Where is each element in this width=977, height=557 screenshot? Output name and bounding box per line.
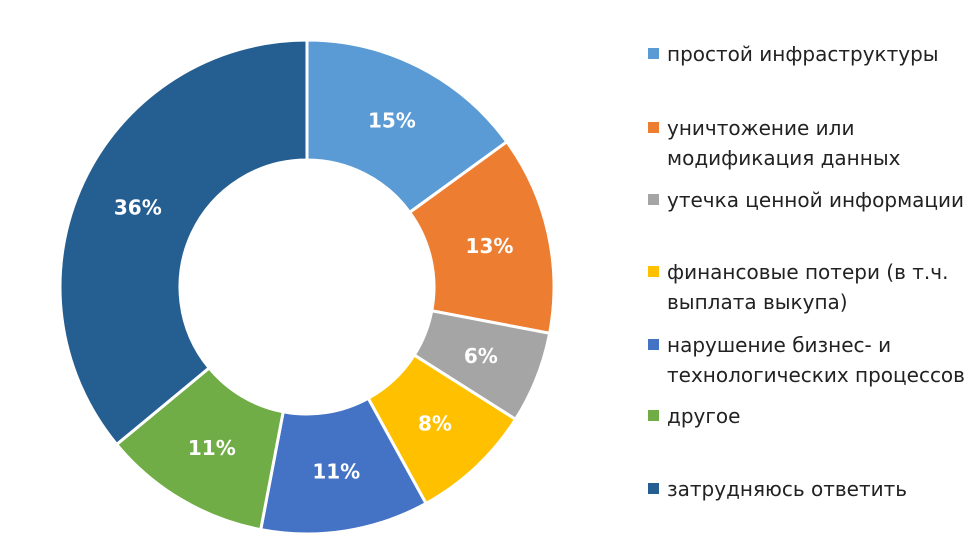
legend-label: финансовые потери (в т.ч. выплата выкупа… (667, 260, 949, 314)
slice-7 (58, 38, 309, 447)
slice-label-7: 36% (114, 195, 162, 219)
legend-item-4: финансовые потери (в т.ч. выплата выкупа… (648, 257, 973, 317)
slice-label-2: 13% (466, 234, 514, 258)
legend-label: уничтожение или модификация данных (667, 116, 901, 170)
legend-label: затрудняюсь ответить (667, 477, 908, 501)
legend-swatch (648, 194, 659, 205)
legend-swatch (648, 339, 659, 350)
legend-label: простой инфраструктуры (667, 42, 939, 66)
legend-item-5: нарушение бизнес- и технологических проц… (648, 330, 973, 390)
legend-label: утечка ценной информации (667, 188, 965, 212)
chart-legend: простой инфраструктуры уничтожение или мо… (648, 0, 973, 557)
legend-item-2: уничтожение или модификация данных (648, 113, 973, 173)
legend-item-3: утечка ценной информации (648, 185, 973, 215)
legend-swatch (648, 410, 659, 421)
legend-swatch (648, 266, 659, 277)
legend-swatch (648, 122, 659, 133)
slice-label-4: 8% (418, 411, 452, 435)
slice-label-1: 15% (368, 108, 416, 132)
legend-item-1: простой инфраструктуры (648, 39, 973, 69)
legend-swatch (648, 483, 659, 494)
slice-1 (305, 38, 509, 215)
slice-label-3: 6% (464, 344, 498, 368)
slice-label-6: 11% (188, 436, 236, 460)
legend-item-7: затрудняюсь ответить (648, 474, 973, 504)
legend-item-6: другое (648, 401, 973, 431)
slice-label-5: 11% (312, 460, 360, 484)
legend-swatch (648, 48, 659, 59)
legend-label: другое (667, 404, 741, 428)
donut-chart: 15% 13% 6% 8% 11% 11% 36% (58, 38, 556, 536)
legend-label: нарушение бизнес- и технологических проц… (667, 333, 965, 387)
